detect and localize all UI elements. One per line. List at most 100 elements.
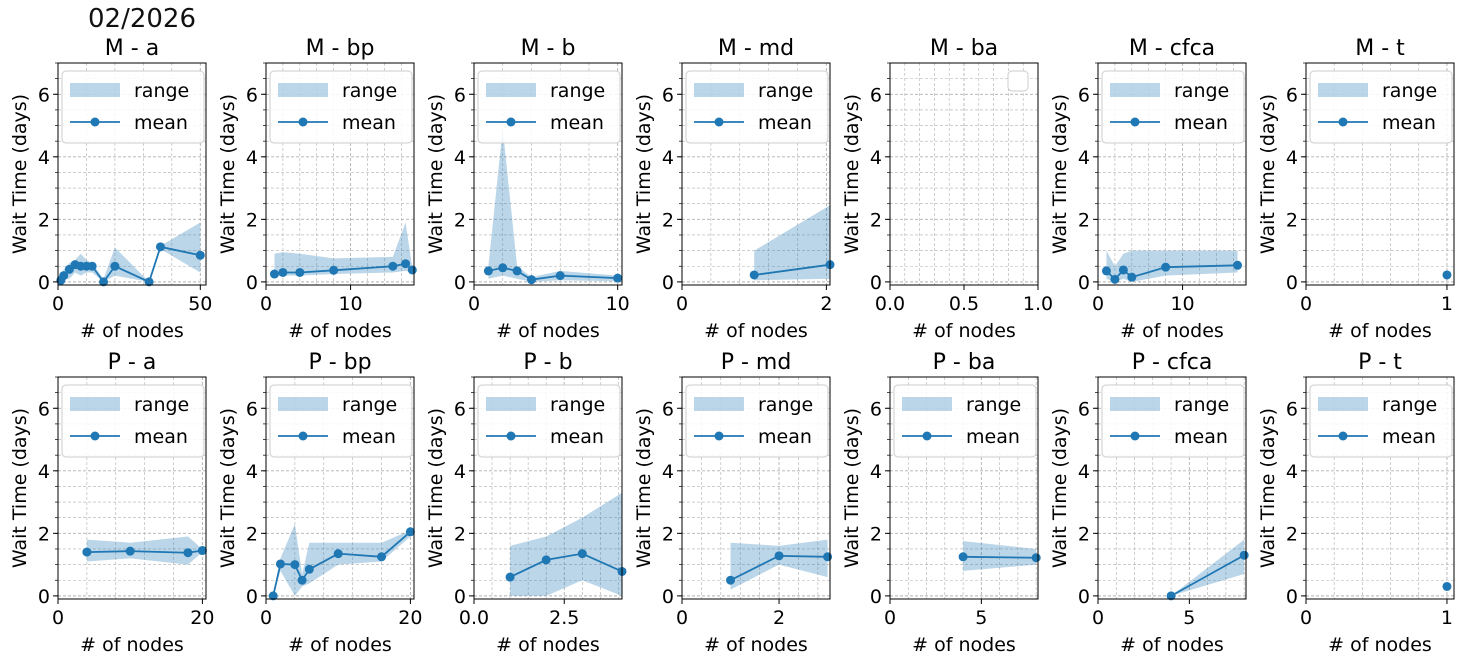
legend-mean-swatch-marker xyxy=(1338,431,1348,441)
y-tick-label: 4 xyxy=(246,147,258,169)
y-tick-label: 0 xyxy=(662,586,674,608)
subplot-9: 0 2 4 6 0 20 P - bp # of nodes Wait Time (days) r… xyxy=(217,350,422,656)
subplot-8: 0 2 4 6 0 20 P - a # of nodes Wait Time (days) ra… xyxy=(9,350,214,656)
plot-frame xyxy=(681,62,831,286)
y-tick-label: 2 xyxy=(870,523,882,545)
y-tick-label: 6 xyxy=(246,84,258,106)
y-tick-label: 0 xyxy=(246,586,258,608)
subplot-title: M - b xyxy=(521,36,576,61)
mean-point xyxy=(195,250,205,260)
x-tick-label: 0 xyxy=(1092,607,1104,629)
legend-mean-label: mean xyxy=(758,426,812,448)
x-tick-label: 2.5 xyxy=(549,607,579,629)
mean-point xyxy=(1127,272,1137,282)
mean-point xyxy=(1233,260,1243,270)
mean-point xyxy=(541,555,551,565)
mean-point xyxy=(1161,262,1171,272)
x-axis-label: # of nodes xyxy=(1328,634,1432,656)
x-axis-label: # of nodes xyxy=(496,634,600,656)
y-tick-label: 6 xyxy=(246,398,258,420)
y-axis-label: Wait Time (days) xyxy=(1049,94,1071,254)
mean-point xyxy=(505,572,515,582)
mean-point xyxy=(183,548,193,558)
x-tick-label: 0 xyxy=(52,607,64,629)
mean-point xyxy=(155,242,165,252)
y-axis-label: Wait Time (days) xyxy=(1049,408,1071,568)
subplot-12: 0 2 4 6 0 5 P - ba # of nodes Wait Time (days) ra… xyxy=(841,350,1041,656)
subplot-title: M - md xyxy=(718,36,794,61)
legend-mean-label: mean xyxy=(134,426,188,448)
plot-frame xyxy=(57,376,207,600)
y-tick-label: 2 xyxy=(246,209,258,231)
x-axis-label: # of nodes xyxy=(496,320,600,342)
mean-point xyxy=(1239,550,1249,560)
mean-point xyxy=(82,547,92,557)
y-tick-label: 6 xyxy=(1286,398,1298,420)
subplot-2: 0 2 4 6 0 10 M - bp # of nodes Wait Time (days) r… xyxy=(217,36,417,342)
mean-point xyxy=(526,275,536,285)
y-axis-label: Wait Time (days) xyxy=(425,94,447,254)
x-tick-label: 10 xyxy=(338,293,362,315)
legend-mean-swatch-marker xyxy=(1130,117,1140,127)
mean-point xyxy=(290,560,300,570)
y-axis-label: Wait Time (days) xyxy=(1257,408,1279,568)
legend-range-swatch xyxy=(694,397,744,411)
x-tick-label: 20 xyxy=(398,607,422,629)
mean-point xyxy=(555,271,565,281)
subplot-1: 0 2 4 6 0 50 M - a # of nodes Wait Time (days) ra… xyxy=(9,36,212,342)
legend-mean-swatch-marker xyxy=(506,431,516,441)
y-tick-label: 4 xyxy=(662,461,674,483)
x-axis-label: # of nodes xyxy=(912,320,1016,342)
legend-box xyxy=(1007,70,1029,92)
x-tick-label: 1.0 xyxy=(1023,293,1053,315)
y-axis-label: Wait Time (days) xyxy=(633,94,655,254)
x-tick-label: 0 xyxy=(1092,293,1104,315)
mean-point xyxy=(1166,591,1176,601)
y-tick-label: 6 xyxy=(1078,398,1090,420)
y-tick-label: 2 xyxy=(246,523,258,545)
y-tick-label: 4 xyxy=(38,147,50,169)
legend-range-swatch xyxy=(70,397,120,411)
mean-point xyxy=(749,270,759,280)
legend-range-swatch xyxy=(1110,83,1160,97)
y-tick-label: 2 xyxy=(1078,523,1090,545)
y-tick-label: 0 xyxy=(454,272,466,294)
subplot-7: 0 2 4 6 0 1 M - t # of nodes Wait Time (days) ran… xyxy=(1257,36,1455,342)
legend-mean-swatch-marker xyxy=(1130,431,1140,441)
subplot-title: P - a xyxy=(108,350,157,375)
legend-range-swatch xyxy=(278,397,328,411)
x-tick-label: 0 xyxy=(884,607,896,629)
y-axis-label: Wait Time (days) xyxy=(217,408,239,568)
mean-point xyxy=(577,549,587,559)
mean-point xyxy=(1118,265,1128,275)
legend-mean-label: mean xyxy=(134,112,188,134)
range-band xyxy=(754,205,830,281)
subplot-3: 0 2 4 6 0 10 M - b # of nodes Wait Time (days) ra… xyxy=(425,36,630,342)
subplot-14: 0 2 4 6 0 1 P - t # of nodes Wait Time (days) ran… xyxy=(1257,350,1455,656)
x-tick-label: 1 xyxy=(1441,607,1453,629)
legend-mean-swatch-marker xyxy=(506,117,516,127)
y-tick-label: 0 xyxy=(38,586,50,608)
subplot-6: 0 2 4 6 0 10 M - cfca # of nodes Wait Time (days… xyxy=(1049,36,1247,342)
subplot-10: 0 2 4 6 0.0 2.5 P - b # of nodes Wait Time (days… xyxy=(425,350,627,656)
legend-mean-label: mean xyxy=(758,112,812,134)
legend-range-label: range xyxy=(758,80,813,102)
plot-frame xyxy=(1305,376,1455,600)
legend-mean-label: mean xyxy=(342,426,396,448)
y-tick-label: 2 xyxy=(1286,209,1298,231)
y-tick-label: 4 xyxy=(1286,461,1298,483)
mean-line xyxy=(1170,554,1245,597)
x-axis-label: # of nodes xyxy=(80,320,184,342)
x-axis-label: # of nodes xyxy=(704,634,808,656)
range-band xyxy=(963,541,1037,571)
y-axis-label: Wait Time (days) xyxy=(425,408,447,568)
y-axis-label: Wait Time (days) xyxy=(9,408,31,568)
x-tick-label: 0.5 xyxy=(949,293,979,315)
subplot-title: M - a xyxy=(105,36,159,61)
y-tick-label: 2 xyxy=(38,209,50,231)
subplot-13: 0 2 4 6 0 5 P - cfca # of nodes Wait Time (days)… xyxy=(1049,350,1249,656)
y-tick-label: 4 xyxy=(870,461,882,483)
y-tick-label: 4 xyxy=(1078,147,1090,169)
plot-frame xyxy=(889,376,1039,600)
